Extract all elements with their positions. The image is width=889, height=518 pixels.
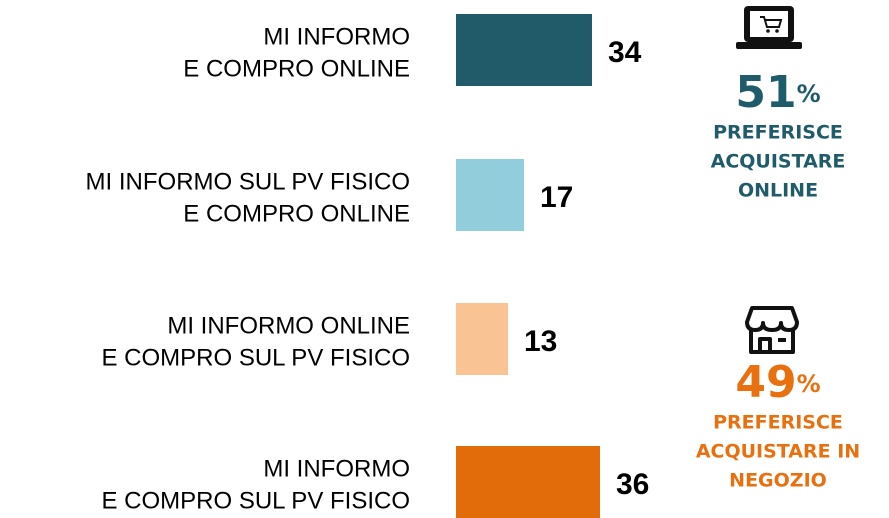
category-label: MI INFORMO bbox=[263, 455, 410, 482]
annotation-line: ACQUISTARE IN bbox=[696, 441, 860, 463]
annotation-percent: 51% bbox=[735, 67, 820, 118]
bar bbox=[456, 159, 524, 231]
bar bbox=[456, 303, 508, 375]
category-label: MI INFORMO SUL PV FISICO bbox=[86, 168, 410, 195]
store-icon bbox=[745, 306, 799, 354]
annotation-value: 51 bbox=[735, 67, 796, 118]
bar bbox=[456, 14, 592, 86]
value-label: 34 bbox=[608, 36, 642, 69]
annotation-percent: 49% bbox=[735, 357, 820, 408]
annotation-line: ACQUISTARE bbox=[711, 151, 846, 173]
category-label: MI INFORMO bbox=[263, 23, 410, 50]
annotation-line: PREFERISCE bbox=[713, 412, 843, 434]
annotation-value: 49 bbox=[735, 357, 796, 408]
annotation-unit: % bbox=[797, 80, 821, 108]
category-label: MI INFORMO ONLINE bbox=[167, 312, 410, 339]
category-label: E COMPRO SUL PV FISICO bbox=[102, 344, 411, 371]
value-label: 36 bbox=[616, 468, 649, 501]
annotation-line: ONLINE bbox=[738, 180, 818, 202]
laptop-icon bbox=[736, 6, 802, 49]
category-label: E COMPRO ONLINE bbox=[183, 200, 410, 227]
value-label: 17 bbox=[540, 181, 573, 214]
annotation-unit: % bbox=[797, 370, 821, 398]
annotation-line: NEGOZIO bbox=[729, 470, 827, 492]
bar bbox=[456, 446, 600, 518]
category-label: E COMPRO ONLINE bbox=[183, 55, 410, 82]
annotation-line: PREFERISCE bbox=[713, 122, 843, 144]
category-label: E COMPRO SUL PV FISICO bbox=[102, 487, 411, 514]
value-label: 13 bbox=[524, 325, 557, 358]
